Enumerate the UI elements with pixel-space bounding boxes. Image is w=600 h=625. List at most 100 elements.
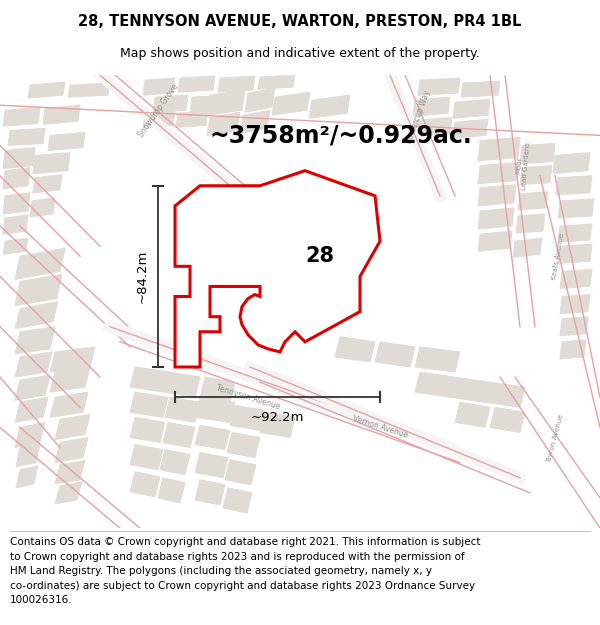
Polygon shape [55, 482, 82, 504]
Text: ~84.2m: ~84.2m [136, 250, 149, 303]
Polygon shape [130, 392, 168, 418]
Polygon shape [478, 231, 512, 251]
Polygon shape [55, 461, 85, 484]
Polygon shape [195, 398, 235, 422]
Polygon shape [453, 119, 488, 138]
Polygon shape [15, 422, 45, 447]
Polygon shape [556, 176, 592, 195]
Polygon shape [33, 174, 62, 192]
Text: Buttercup Way: Buttercup Way [404, 89, 432, 146]
Text: HM Land Registry. The polygons (including the associated geometry, namely x, y: HM Land Registry. The polygons (includin… [10, 566, 432, 576]
Polygon shape [143, 111, 175, 128]
Polygon shape [8, 128, 45, 146]
Polygon shape [560, 294, 590, 314]
Polygon shape [50, 367, 90, 392]
Polygon shape [450, 377, 490, 402]
Polygon shape [55, 438, 88, 462]
Polygon shape [560, 317, 588, 336]
Polygon shape [28, 82, 65, 98]
Polygon shape [68, 83, 110, 97]
Text: Vernon Avenue: Vernon Avenue [351, 415, 409, 440]
Polygon shape [15, 375, 50, 400]
Polygon shape [207, 112, 240, 136]
Polygon shape [516, 214, 545, 233]
Text: Byron Avenue: Byron Avenue [546, 413, 564, 462]
Polygon shape [178, 76, 215, 92]
Polygon shape [130, 367, 170, 392]
Polygon shape [418, 78, 460, 95]
Text: to Crown copyright and database rights 2023 and is reproduced with the permissio: to Crown copyright and database rights 2… [10, 552, 464, 562]
Polygon shape [195, 452, 228, 478]
Polygon shape [518, 192, 548, 210]
Polygon shape [478, 185, 516, 206]
Polygon shape [3, 168, 30, 189]
Polygon shape [558, 244, 592, 263]
Polygon shape [513, 238, 542, 258]
Polygon shape [153, 95, 188, 112]
Polygon shape [15, 248, 65, 279]
Polygon shape [413, 118, 452, 136]
Polygon shape [260, 412, 295, 437]
Polygon shape [309, 95, 350, 118]
Polygon shape [50, 347, 95, 372]
Polygon shape [16, 466, 38, 488]
Polygon shape [223, 488, 252, 513]
Polygon shape [15, 327, 55, 354]
Polygon shape [30, 198, 55, 217]
Polygon shape [15, 398, 48, 422]
Polygon shape [3, 192, 30, 214]
Polygon shape [3, 148, 35, 169]
Text: 100026316.: 100026316. [10, 595, 73, 605]
Polygon shape [158, 478, 185, 503]
Polygon shape [478, 208, 514, 229]
Polygon shape [200, 377, 235, 402]
Polygon shape [207, 90, 245, 115]
Polygon shape [143, 78, 175, 95]
Polygon shape [415, 347, 460, 372]
Polygon shape [195, 480, 225, 505]
Text: Contains OS data © Crown copyright and database right 2021. This information is : Contains OS data © Crown copyright and d… [10, 537, 481, 547]
Polygon shape [55, 414, 90, 439]
Polygon shape [415, 372, 455, 398]
Polygon shape [50, 392, 88, 418]
Polygon shape [335, 337, 375, 362]
Text: co-ordinates) are subject to Crown copyright and database rights 2023 Ordnance S: co-ordinates) are subject to Crown copyr… [10, 581, 475, 591]
Polygon shape [455, 402, 490, 428]
Text: Moor
Lead Gardens: Moor Lead Gardens [514, 141, 532, 190]
Polygon shape [43, 105, 80, 124]
Polygon shape [240, 110, 270, 133]
Polygon shape [553, 152, 590, 174]
Polygon shape [175, 171, 380, 367]
Polygon shape [478, 162, 518, 184]
Polygon shape [195, 426, 230, 449]
Polygon shape [130, 472, 160, 497]
Text: Tennyson Avenue: Tennyson Avenue [215, 383, 281, 411]
Text: Snowdrop Grove: Snowdrop Grove [136, 82, 180, 139]
Polygon shape [272, 92, 310, 115]
Polygon shape [461, 81, 500, 97]
Polygon shape [520, 144, 555, 164]
Polygon shape [558, 199, 594, 218]
Polygon shape [560, 340, 586, 359]
Polygon shape [245, 88, 275, 112]
Polygon shape [16, 444, 40, 467]
Polygon shape [558, 224, 592, 242]
Polygon shape [453, 99, 490, 118]
Polygon shape [130, 418, 165, 442]
Polygon shape [560, 269, 592, 289]
Polygon shape [163, 422, 195, 447]
Polygon shape [33, 152, 70, 174]
Polygon shape [3, 107, 40, 126]
Polygon shape [413, 97, 450, 116]
Polygon shape [520, 166, 552, 185]
Polygon shape [165, 398, 200, 422]
Polygon shape [130, 444, 163, 470]
Polygon shape [160, 449, 190, 475]
Polygon shape [176, 111, 208, 128]
Polygon shape [3, 215, 28, 234]
Polygon shape [490, 408, 525, 432]
Polygon shape [15, 352, 52, 377]
Text: Map shows position and indicative extent of the property.: Map shows position and indicative extent… [120, 48, 480, 61]
Polygon shape [258, 75, 295, 89]
Text: ~92.2m: ~92.2m [251, 411, 304, 424]
